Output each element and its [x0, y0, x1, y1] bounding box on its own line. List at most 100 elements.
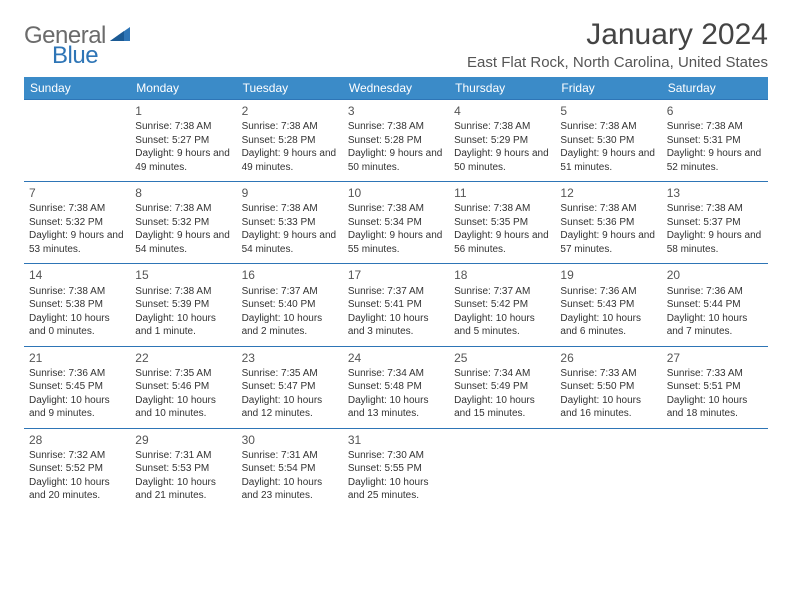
- day-number: 13: [667, 185, 763, 201]
- calendar-day-cell: 7Sunrise: 7:38 AMSunset: 5:32 PMDaylight…: [24, 182, 130, 264]
- day-header: Thursday: [449, 77, 555, 100]
- sunrise-text: Sunrise: 7:38 AM: [242, 120, 338, 134]
- calendar-day-cell: 29Sunrise: 7:31 AMSunset: 5:53 PMDayligh…: [130, 428, 236, 510]
- brand-word2: Blue: [52, 42, 98, 70]
- sunrise-text: Sunrise: 7:38 AM: [560, 120, 656, 134]
- sunset-text: Sunset: 5:53 PM: [135, 462, 231, 476]
- sunset-text: Sunset: 5:47 PM: [242, 380, 338, 394]
- day-number: 12: [560, 185, 656, 201]
- day-header: Saturday: [662, 77, 768, 100]
- sunset-text: Sunset: 5:46 PM: [135, 380, 231, 394]
- calendar-day-cell: [24, 100, 130, 182]
- logo-triangle-icon: [110, 25, 130, 46]
- sunrise-text: Sunrise: 7:38 AM: [560, 202, 656, 216]
- calendar-week-row: 28Sunrise: 7:32 AMSunset: 5:52 PM Dayligh…: [24, 428, 768, 510]
- calendar-table: Sunday Monday Tuesday Wednesday Thursday…: [24, 77, 768, 510]
- header: General January 2024 East Flat Rock, Nor…: [24, 18, 768, 71]
- calendar-day-cell: [555, 428, 661, 510]
- daylight-text: Daylight: 10 hours and 25 minutes.: [348, 476, 444, 503]
- sunset-text: Sunset: 5:32 PM: [29, 216, 125, 230]
- sunrise-text: Sunrise: 7:34 AM: [348, 367, 444, 381]
- day-number: 11: [454, 185, 550, 201]
- sunrise-text: Sunrise: 7:37 AM: [348, 285, 444, 299]
- day-number: 3: [348, 103, 444, 119]
- sunrise-text: Sunrise: 7:33 AM: [667, 367, 763, 381]
- daylight-text: Daylight: 9 hours and 58 minutes.: [667, 229, 763, 256]
- sunrise-text: Sunrise: 7:36 AM: [667, 285, 763, 299]
- sunrise-text: Sunrise: 7:32 AM: [29, 449, 125, 463]
- day-number: 27: [667, 350, 763, 366]
- calendar-body: 1Sunrise: 7:38 AMSunset: 5:27 PMDaylight…: [24, 100, 768, 511]
- day-header: Tuesday: [237, 77, 343, 100]
- sunrise-text: Sunrise: 7:38 AM: [667, 202, 763, 216]
- sunset-text: Sunset: 5:27 PM: [135, 134, 231, 148]
- sunrise-text: Sunrise: 7:36 AM: [29, 367, 125, 381]
- sunrise-text: Sunrise: 7:38 AM: [135, 120, 231, 134]
- sunrise-text: Sunrise: 7:31 AM: [242, 449, 338, 463]
- day-number: 29: [135, 432, 231, 448]
- day-number: 21: [29, 350, 125, 366]
- daylight-text: Daylight: 10 hours and 5 minutes.: [454, 312, 550, 339]
- daylight-text: Daylight: 9 hours and 49 minutes.: [135, 147, 231, 174]
- sunset-text: Sunset: 5:30 PM: [560, 134, 656, 148]
- sunrise-text: Sunrise: 7:38 AM: [454, 202, 550, 216]
- sunset-text: Sunset: 5:40 PM: [242, 298, 338, 312]
- sunset-text: Sunset: 5:28 PM: [348, 134, 444, 148]
- daylight-text: Daylight: 9 hours and 53 minutes.: [29, 229, 125, 256]
- calendar-day-cell: 20Sunrise: 7:36 AMSunset: 5:44 PMDayligh…: [662, 264, 768, 346]
- day-number: 28: [29, 432, 125, 448]
- daylight-text: Daylight: 10 hours and 7 minutes.: [667, 312, 763, 339]
- sunset-text: Sunset: 5:37 PM: [667, 216, 763, 230]
- sunrise-text: Sunrise: 7:38 AM: [348, 120, 444, 134]
- daylight-text: Daylight: 9 hours and 56 minutes.: [454, 229, 550, 256]
- sunrise-text: Sunrise: 7:36 AM: [560, 285, 656, 299]
- title-block: January 2024 East Flat Rock, North Carol…: [467, 18, 768, 71]
- calendar-day-cell: 23Sunrise: 7:35 AMSunset: 5:47 PMDayligh…: [237, 346, 343, 428]
- calendar-day-cell: [449, 428, 555, 510]
- day-number: 24: [348, 350, 444, 366]
- calendar-day-cell: [662, 428, 768, 510]
- calendar-day-cell: 21Sunrise: 7:36 AMSunset: 5:45 PMDayligh…: [24, 346, 130, 428]
- daylight-text: Daylight: 9 hours and 50 minutes.: [454, 147, 550, 174]
- day-number: 23: [242, 350, 338, 366]
- calendar-day-cell: 15Sunrise: 7:38 AMSunset: 5:39 PMDayligh…: [130, 264, 236, 346]
- sunset-text: Sunset: 5:52 PM: [29, 462, 125, 476]
- calendar-day-cell: 6Sunrise: 7:38 AMSunset: 5:31 PMDaylight…: [662, 100, 768, 182]
- sunrise-text: Sunrise: 7:35 AM: [242, 367, 338, 381]
- calendar-day-cell: 9Sunrise: 7:38 AMSunset: 5:33 PMDaylight…: [237, 182, 343, 264]
- calendar-day-cell: 11Sunrise: 7:38 AMSunset: 5:35 PMDayligh…: [449, 182, 555, 264]
- sunset-text: Sunset: 5:32 PM: [135, 216, 231, 230]
- calendar-day-cell: 2Sunrise: 7:38 AMSunset: 5:28 PMDaylight…: [237, 100, 343, 182]
- daylight-text: Daylight: 10 hours and 18 minutes.: [667, 394, 763, 421]
- sunrise-text: Sunrise: 7:38 AM: [242, 202, 338, 216]
- sunrise-text: Sunrise: 7:37 AM: [242, 285, 338, 299]
- sunset-text: Sunset: 5:34 PM: [348, 216, 444, 230]
- sunset-text: Sunset: 5:33 PM: [242, 216, 338, 230]
- day-number: 14: [29, 267, 125, 283]
- day-number: 17: [348, 267, 444, 283]
- daylight-text: Daylight: 10 hours and 1 minute.: [135, 312, 231, 339]
- day-number: 18: [454, 267, 550, 283]
- sunset-text: Sunset: 5:50 PM: [560, 380, 656, 394]
- day-header: Wednesday: [343, 77, 449, 100]
- sunset-text: Sunset: 5:41 PM: [348, 298, 444, 312]
- calendar-day-cell: 14Sunrise: 7:38 AMSunset: 5:38 PMDayligh…: [24, 264, 130, 346]
- day-number: 15: [135, 267, 231, 283]
- day-number: 25: [454, 350, 550, 366]
- day-number: 19: [560, 267, 656, 283]
- calendar-day-cell: 16Sunrise: 7:37 AMSunset: 5:40 PMDayligh…: [237, 264, 343, 346]
- calendar-day-cell: 3Sunrise: 7:38 AMSunset: 5:28 PMDaylight…: [343, 100, 449, 182]
- daylight-text: Daylight: 9 hours and 54 minutes.: [135, 229, 231, 256]
- daylight-text: Daylight: 10 hours and 12 minutes.: [242, 394, 338, 421]
- sunset-text: Sunset: 5:55 PM: [348, 462, 444, 476]
- daylight-text: Daylight: 9 hours and 51 minutes.: [560, 147, 656, 174]
- day-number: 22: [135, 350, 231, 366]
- sunrise-text: Sunrise: 7:33 AM: [560, 367, 656, 381]
- calendar-day-cell: 27Sunrise: 7:33 AMSunset: 5:51 PMDayligh…: [662, 346, 768, 428]
- month-title: January 2024: [467, 18, 768, 52]
- daylight-text: Daylight: 9 hours and 50 minutes.: [348, 147, 444, 174]
- sunset-text: Sunset: 5:35 PM: [454, 216, 550, 230]
- day-number: 26: [560, 350, 656, 366]
- sunset-text: Sunset: 5:54 PM: [242, 462, 338, 476]
- sunset-text: Sunset: 5:36 PM: [560, 216, 656, 230]
